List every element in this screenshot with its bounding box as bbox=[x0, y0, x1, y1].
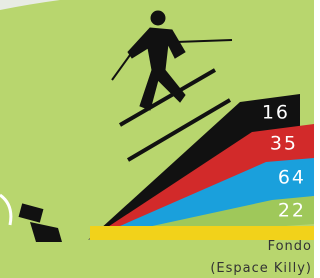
slope-count: 16 bbox=[262, 102, 290, 124]
snow-spray bbox=[0, 195, 11, 225]
graphic: 16 35 64 22 Fondo (Espace Killy) bbox=[0, 0, 314, 278]
frame-corner bbox=[0, 0, 60, 10]
crosscountry-label: Fondo bbox=[268, 239, 312, 254]
slope-count: 64 bbox=[278, 167, 306, 189]
ski-graphic: 16 35 64 22 Fondo (Espace Killy) bbox=[0, 0, 314, 278]
slope-count: 22 bbox=[278, 200, 306, 222]
crosscountry-bar bbox=[90, 226, 314, 240]
slope-count: 35 bbox=[270, 133, 298, 155]
crosscountry-sublabel: (Espace Killy) bbox=[210, 261, 312, 276]
snow-cannon bbox=[19, 203, 62, 242]
